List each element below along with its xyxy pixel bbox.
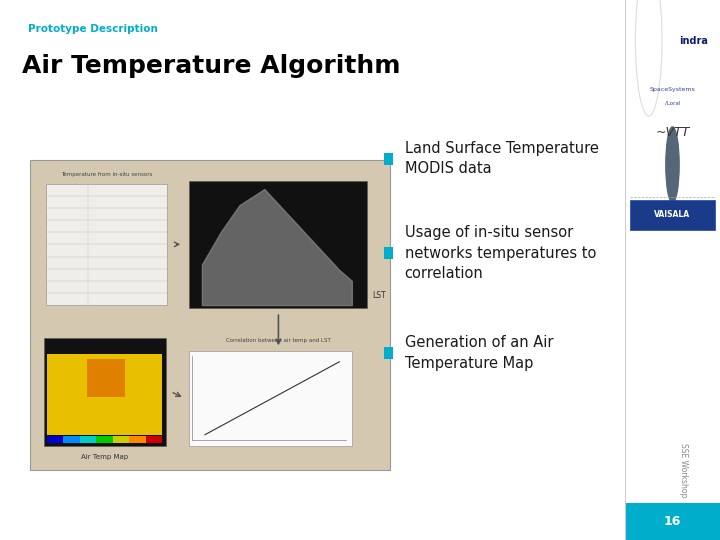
- Text: VAISALA: VAISALA: [654, 211, 690, 219]
- Text: indra: indra: [679, 36, 708, 45]
- FancyBboxPatch shape: [45, 184, 168, 305]
- Text: LST: LST: [372, 291, 386, 300]
- Text: SpaceSystems: SpaceSystems: [649, 86, 696, 92]
- FancyBboxPatch shape: [30, 160, 390, 470]
- Text: Usage of in-situ sensor
networks temperatures to
correlation: Usage of in-situ sensor networks tempera…: [405, 225, 596, 281]
- Text: Prototype Description: Prototype Description: [28, 24, 158, 35]
- Text: /Loral: /Loral: [665, 100, 680, 105]
- Text: Air Temp Map: Air Temp Map: [81, 454, 128, 460]
- FancyBboxPatch shape: [88, 359, 125, 397]
- FancyBboxPatch shape: [96, 436, 113, 443]
- FancyBboxPatch shape: [189, 181, 367, 308]
- Text: Correlation between air temp and LST: Correlation between air temp and LST: [226, 338, 330, 343]
- FancyBboxPatch shape: [47, 354, 163, 435]
- FancyBboxPatch shape: [44, 338, 166, 446]
- Text: Temperature from in-situ sensors: Temperature from in-situ sensors: [61, 172, 152, 177]
- FancyBboxPatch shape: [384, 347, 393, 359]
- FancyBboxPatch shape: [384, 247, 393, 259]
- FancyBboxPatch shape: [189, 351, 352, 445]
- FancyBboxPatch shape: [47, 436, 63, 443]
- FancyBboxPatch shape: [80, 436, 96, 443]
- FancyBboxPatch shape: [130, 436, 146, 443]
- Text: Land Surface Temperature
MODIS data: Land Surface Temperature MODIS data: [405, 141, 598, 177]
- FancyBboxPatch shape: [625, 503, 720, 540]
- Circle shape: [666, 127, 679, 202]
- FancyBboxPatch shape: [384, 153, 393, 165]
- FancyBboxPatch shape: [113, 436, 130, 443]
- FancyBboxPatch shape: [63, 436, 80, 443]
- Text: ~VTT: ~VTT: [655, 126, 690, 139]
- Text: Air Temperature Algorithm: Air Temperature Algorithm: [22, 54, 400, 78]
- Text: SSE Workshop: SSE Workshop: [680, 443, 688, 497]
- Text: 16: 16: [664, 515, 681, 528]
- Text: Generation of an Air
Temperature Map: Generation of an Air Temperature Map: [405, 335, 553, 371]
- FancyBboxPatch shape: [630, 200, 715, 230]
- FancyBboxPatch shape: [146, 436, 163, 443]
